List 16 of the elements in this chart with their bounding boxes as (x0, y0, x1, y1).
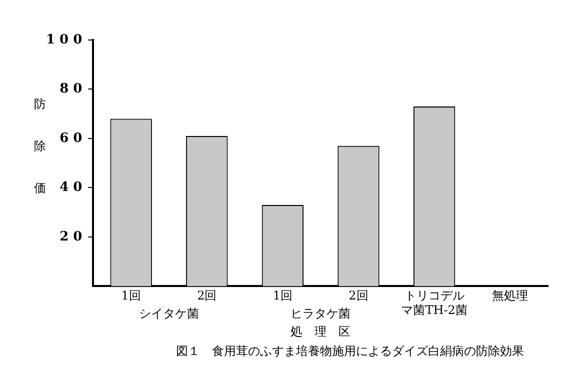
y-tick-label: 8 0 (60, 82, 82, 97)
x-tick-label: 2回 (348, 288, 368, 303)
y-tick-label: 6 0 (60, 130, 82, 146)
x-tick-label: 2回 (197, 288, 217, 303)
y-tick-label: 4 0 (60, 180, 82, 196)
x-tick-label: 1回 (121, 288, 141, 303)
x-tick-label: トリコデルマ菌TH-2菌 (401, 288, 468, 317)
x-tick-label: 無処理 (492, 288, 528, 303)
text: 図１ 食用茸のふすま培養物施用によるダイズ白絹病の防除効果 (176, 344, 524, 358)
y-tick-label: 2 0 (60, 229, 82, 244)
text: ヒラタケ菌 (290, 306, 351, 320)
text: 防除価 (34, 97, 46, 196)
text: シイタケ菌 (138, 306, 199, 320)
y-tick-label: 1 0 0 (46, 32, 82, 48)
x-tick-label: 1回 (272, 288, 293, 303)
x-axis-title: 処 理 区 (290, 324, 351, 338)
